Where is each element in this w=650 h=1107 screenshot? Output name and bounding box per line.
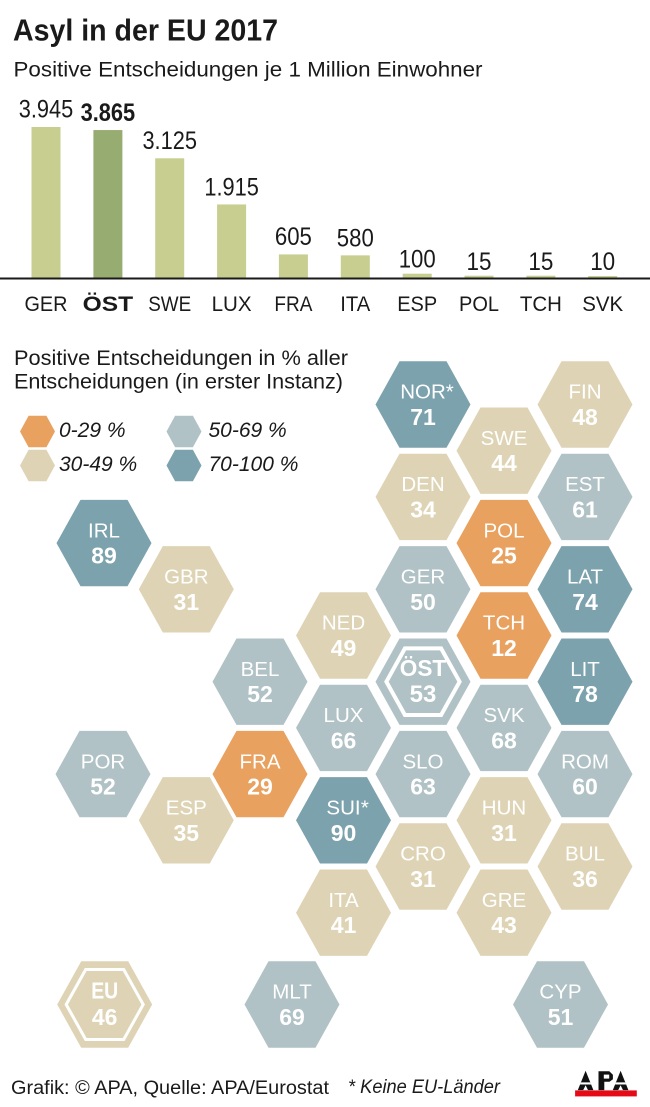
svg-text:BEL: BEL [241, 658, 280, 681]
svg-text:Entscheidungen (in erster Inst: Entscheidungen (in erster Instanz) [14, 371, 343, 394]
svg-text:74: 74 [572, 589, 598, 615]
svg-text:FRA: FRA [274, 292, 313, 316]
svg-text:15: 15 [467, 248, 492, 276]
svg-text:GRE: GRE [482, 889, 526, 912]
svg-text:46: 46 [92, 1004, 118, 1030]
svg-text:GER: GER [25, 292, 68, 316]
svg-text:FRA: FRA [240, 750, 281, 773]
svg-text:50-69 %: 50-69 % [209, 419, 287, 442]
svg-text:SLO: SLO [402, 750, 443, 773]
svg-text:89: 89 [91, 543, 117, 569]
svg-text:41: 41 [331, 912, 357, 938]
svg-text:Grafik: © APA, Quelle: APA/Eur: Grafik: © APA, Quelle: APA/Eurostat [11, 1078, 330, 1099]
svg-text:*: * [361, 797, 369, 820]
svg-text:Asyl in der EU 2017: Asyl in der EU 2017 [13, 14, 278, 48]
svg-text:68: 68 [491, 727, 517, 753]
svg-text:GBR: GBR [164, 566, 208, 589]
svg-text:SWE: SWE [481, 427, 528, 450]
svg-text:15: 15 [528, 248, 553, 276]
svg-text:60: 60 [572, 774, 598, 800]
svg-text:44: 44 [491, 450, 517, 476]
svg-text:34: 34 [410, 496, 436, 522]
svg-text:71: 71 [410, 404, 436, 430]
svg-text:FIN: FIN [568, 381, 601, 404]
svg-text:IRL: IRL [88, 519, 120, 542]
svg-text:49: 49 [331, 635, 357, 661]
svg-text:*: * [446, 381, 454, 404]
svg-text:LAT: LAT [567, 566, 604, 589]
svg-text:3.945: 3.945 [19, 96, 74, 124]
svg-text:Positive Entscheidungen in % a: Positive Entscheidungen in % aller [14, 347, 348, 370]
svg-text:TCH: TCH [483, 612, 525, 635]
svg-text:ITA: ITA [340, 292, 371, 316]
svg-text:ESP: ESP [166, 797, 207, 820]
svg-text:SVK: SVK [483, 704, 524, 727]
svg-text:ITA: ITA [328, 889, 359, 912]
svg-text:78: 78 [572, 681, 598, 707]
svg-text:29: 29 [247, 774, 273, 800]
svg-text:100: 100 [399, 246, 436, 274]
svg-text:69: 69 [279, 1004, 305, 1030]
svg-text:3.865: 3.865 [81, 99, 136, 127]
svg-text:66: 66 [331, 727, 357, 753]
svg-text:50: 50 [410, 589, 436, 615]
svg-text:POL: POL [483, 519, 524, 542]
svg-text:EST: EST [565, 473, 605, 496]
svg-text:MLT: MLT [272, 981, 312, 1004]
svg-text:51: 51 [548, 1004, 574, 1030]
svg-text:ESP: ESP [397, 292, 437, 316]
svg-text:SWE: SWE [148, 292, 191, 316]
svg-text:52: 52 [90, 774, 116, 800]
svg-text:* Keine EU-Länder: * Keine EU-Länder [348, 1076, 501, 1098]
svg-text:SUI: SUI [326, 797, 360, 820]
svg-text:TCH: TCH [520, 292, 562, 316]
svg-text:1.915: 1.915 [204, 174, 259, 202]
svg-text:63: 63 [410, 774, 436, 800]
svg-text:31: 31 [410, 866, 436, 892]
svg-text:580: 580 [337, 225, 374, 253]
svg-text:0-29 %: 0-29 % [59, 419, 126, 442]
svg-text:DEN: DEN [401, 473, 444, 496]
svg-text:25: 25 [491, 543, 517, 569]
svg-text:ÖST: ÖST [83, 291, 134, 316]
svg-text:61: 61 [572, 496, 598, 522]
svg-text:LUX: LUX [212, 292, 252, 316]
svg-text:31: 31 [174, 589, 200, 615]
svg-text:90: 90 [331, 820, 357, 846]
svg-text:36: 36 [572, 866, 598, 892]
svg-text:POL: POL [459, 292, 499, 316]
svg-text:CRO: CRO [400, 843, 446, 866]
svg-text:CYP: CYP [539, 981, 581, 1004]
svg-text:53: 53 [410, 681, 437, 708]
svg-text:ÖST: ÖST [400, 655, 447, 681]
svg-text:Positive Entscheidungen je 1 M: Positive Entscheidungen je 1 Million Ein… [14, 59, 483, 82]
svg-text:605: 605 [275, 223, 312, 251]
svg-text:10: 10 [590, 248, 615, 276]
svg-text:POR: POR [81, 750, 125, 773]
svg-text:35: 35 [174, 820, 200, 846]
svg-text:70-100 %: 70-100 % [209, 453, 299, 476]
svg-text:EU: EU [91, 978, 118, 1004]
svg-text:SVK: SVK [582, 292, 624, 316]
svg-text:GER: GER [401, 566, 445, 589]
svg-text:NOR: NOR [400, 381, 446, 404]
svg-text:30-49 %: 30-49 % [59, 453, 137, 476]
svg-text:LUX: LUX [324, 704, 364, 727]
svg-text:BUL: BUL [565, 843, 605, 866]
svg-text:48: 48 [572, 404, 598, 430]
svg-text:3.125: 3.125 [142, 127, 197, 155]
svg-text:31: 31 [491, 820, 517, 846]
svg-text:NED: NED [322, 612, 365, 635]
svg-text:LIT: LIT [570, 658, 600, 681]
svg-text:12: 12 [491, 635, 517, 661]
svg-text:52: 52 [247, 681, 273, 707]
svg-text:ROM: ROM [561, 750, 609, 773]
svg-text:43: 43 [491, 912, 517, 938]
svg-text:HUN: HUN [482, 797, 526, 820]
